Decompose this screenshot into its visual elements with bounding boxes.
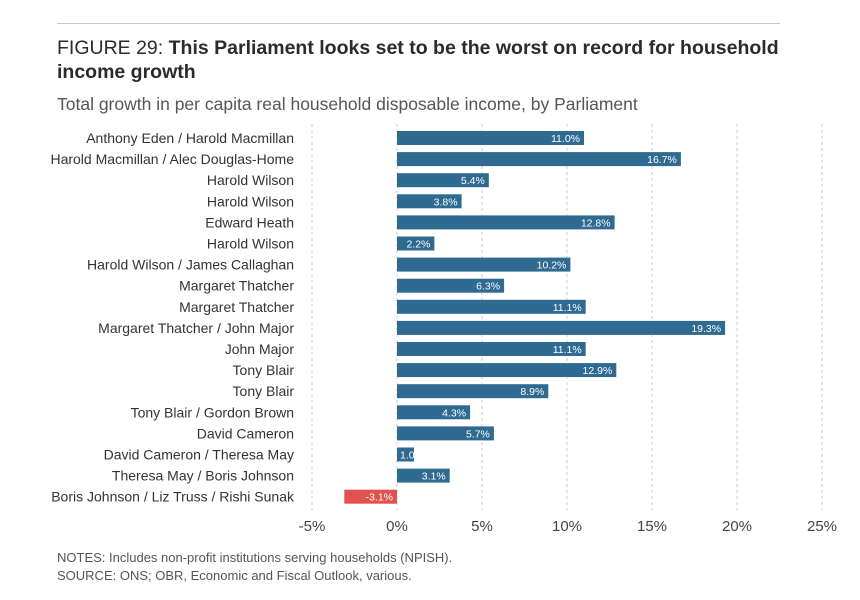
value-label: 8.9% [520,386,544,398]
category-label: Tony Blair / Gordon Brown [131,404,294,420]
figure-subtitle: Total growth in per capita real househol… [57,94,638,114]
x-tick-label: -5% [299,518,326,535]
bar [344,489,397,504]
figure-label: FIGURE 29: [57,37,164,59]
notes-text: NOTES: Includes non-profit institutions … [57,550,453,565]
value-label: 4.3% [442,407,466,419]
bar [397,342,586,356]
value-label: -3.1% [366,492,393,504]
bar [397,405,471,420]
x-tick-label: 20% [722,518,752,535]
category-label: Harold Wilson [207,193,294,209]
category-label: Margaret Thatcher [179,299,294,315]
figure-title-text: This Parliament looks set to be the wors… [57,37,779,83]
category-label: Tony Blair [233,383,295,399]
value-label: 11.0% [551,133,580,145]
value-label: 6.3% [476,281,500,293]
value-label: 12.8% [581,217,611,229]
bar [397,320,726,335]
bar-chart: -5% 0% 5% 10% 15% 20% 25% Anthony Eden / Harold… [50,124,837,535]
value-label: 1.0% [400,450,424,462]
bar [397,257,571,272]
category-label: Tony Blair [233,362,295,378]
category-label: Edward Heath [205,214,294,230]
value-label: 16.7% [647,154,677,166]
category-label: Harold Wilson / James Callaghan [87,257,294,273]
bar [397,215,615,230]
category-label: Theresa May / Boris Johnson [112,468,294,484]
bar [397,131,584,145]
notes-block: NOTES: Includes non-profit institutions … [57,549,452,585]
x-tick-label: 0% [386,518,408,535]
x-tick-label: 10% [552,518,582,535]
bar [397,384,549,399]
bar [397,236,435,251]
figure-title: FIGURE 29: This Parliament looks set to … [57,36,817,84]
category-label: Harold Macmillan / Alec Douglas-Home [50,151,294,167]
category-label: Margaret Thatcher / John Major [98,320,294,336]
category-label: John Major [225,341,295,357]
value-label: 3.8% [434,196,458,208]
value-label: 5.7% [466,428,490,440]
value-label: 10.2% [537,260,567,272]
category-label: Boris Johnson / Liz Truss / Rishi Sunak [51,489,295,505]
bar [397,152,681,167]
bar [397,278,505,293]
category-label: Anthony Eden / Harold Macmillan [86,130,294,146]
bar [397,194,462,209]
category-label: David Cameron [197,425,294,441]
category-label: Harold Wilson [207,236,294,252]
value-label: 12.9% [583,365,613,377]
value-label: 3.1% [422,471,446,483]
x-tick-label: 15% [637,518,667,535]
bar [397,426,494,441]
bar [397,447,414,462]
bar [397,363,617,378]
category-label: Margaret Thatcher [179,278,294,294]
bar [397,299,586,314]
category-label: Harold Wilson [207,172,294,188]
x-tick-label: 25% [807,518,837,535]
value-label: 2.2% [406,239,430,251]
value-label: 19.3% [691,323,721,335]
bar [397,173,489,188]
value-label: 5.4% [461,175,485,187]
value-label: 11.1% [553,344,582,356]
x-tick-label: 5% [471,518,493,535]
category-label: David Cameron / Theresa May [104,447,294,463]
value-label: 11.1% [553,302,582,314]
bar [397,468,450,483]
source-text: SOURCE: ONS; OBR, Economic and Fiscal Ou… [57,568,412,583]
top-rule [57,23,780,24]
